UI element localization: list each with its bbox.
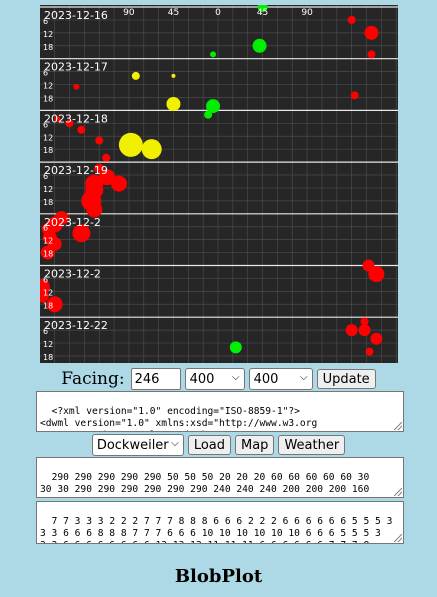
hour-tick-label: 6 [43, 172, 48, 181]
height-select-value: 400 [253, 371, 279, 387]
hour-tick-label: 18 [43, 94, 53, 103]
wave-direction-text: 290 290 290 290 290 50 50 50 20 20 20 60… [40, 472, 370, 497]
resize-handle-icon[interactable] [394, 534, 402, 542]
xml-text: <?xml version="1.0" encoding="ISO-8859-1… [40, 406, 318, 431]
hour-tick-label: 12 [43, 288, 53, 297]
data-point [86, 201, 103, 218]
data-point [131, 71, 140, 80]
data-point [358, 324, 371, 337]
wave-period-text: 7 7 3 3 3 2 2 2 7 7 7 8 8 8 6 6 6 2 2 2 … [40, 516, 393, 543]
data-point [65, 119, 74, 128]
location-select-value: Dockweiler [96, 437, 169, 453]
wave-period-textarea[interactable]: 7 7 3 3 3 2 2 2 7 7 7 8 8 8 6 6 6 2 2 2 … [36, 501, 404, 544]
data-point [229, 341, 242, 354]
data-point [99, 169, 116, 186]
data-point [72, 224, 91, 243]
data-point [171, 73, 176, 78]
width-select-value: 400 [189, 371, 215, 387]
data-point [210, 51, 217, 58]
data-point [166, 96, 181, 111]
day-label: 2023-12-16 [44, 9, 108, 22]
facing-controls: Facing: 400 ⌵ 400 ⌵ Update [0, 367, 437, 391]
hour-tick-label: 6 [43, 224, 48, 233]
resize-handle-icon[interactable] [394, 488, 402, 496]
hour-tick-label: 12 [43, 237, 53, 246]
facing-label: Facing: [61, 369, 125, 389]
data-point [118, 132, 143, 157]
chevron-down-icon: ⌵ [300, 372, 308, 383]
day-label: 2023-12-2 [44, 216, 101, 229]
day-label: 2023-12-19 [44, 164, 108, 177]
resize-handle-icon[interactable] [394, 422, 402, 430]
wave-direction-textarea[interactable]: 290 290 290 290 290 50 50 50 20 20 20 60… [36, 457, 404, 498]
hour-tick-label: 6 [43, 275, 48, 284]
data-point [204, 110, 213, 119]
data-point [102, 153, 111, 162]
data-point [252, 38, 267, 53]
data-point [95, 136, 104, 145]
data-point [94, 163, 105, 174]
x-tick-label: 45 [168, 8, 179, 18]
location-controls: Dockweiler ⌵ Load Map Weather [0, 434, 437, 456]
facing-input[interactable] [130, 368, 181, 390]
data-point [368, 266, 385, 283]
blob-plot: 2023-12-16 6 12 18 2023-12-17 6 12 18 2023-12-18… [40, 5, 398, 363]
height-select[interactable]: 400 ⌵ [248, 368, 313, 390]
hour-tick-label: 18 [43, 146, 53, 155]
hour-tick-label: 12 [43, 133, 53, 142]
hour-tick-label: 12 [43, 185, 53, 194]
hour-tick-label: 6 [43, 69, 48, 78]
hour-tick-label: 12 [43, 30, 53, 39]
hour-tick-label: 18 [43, 301, 53, 310]
data-point [370, 332, 383, 345]
data-point [365, 347, 374, 356]
width-select[interactable]: 400 ⌵ [184, 368, 245, 390]
data-point [40, 288, 49, 303]
hour-tick-label: 18 [43, 250, 53, 259]
map-button[interactable]: Map [235, 435, 275, 455]
hour-tick-label: 12 [43, 340, 53, 349]
day-label: 2023-12-18 [44, 112, 108, 125]
x-tick-label: 45 [257, 8, 268, 18]
data-point [367, 50, 376, 59]
data-point [54, 116, 61, 123]
weather-button[interactable]: Weather [278, 435, 346, 455]
hour-tick-label: 6 [43, 17, 48, 26]
chevron-down-icon: ⌵ [171, 438, 179, 449]
day-label: 2023-12-22 [44, 319, 108, 332]
hour-tick-label: 18 [43, 353, 53, 362]
chevron-down-icon: ⌵ [232, 372, 240, 383]
data-point [40, 245, 55, 260]
hour-tick-label: 12 [43, 82, 53, 91]
x-tick-label: 90 [123, 8, 135, 18]
x-tick-label: 0 [215, 8, 221, 18]
app-title: BlobPlot [174, 566, 263, 587]
hour-tick-label: 6 [43, 327, 48, 336]
load-button[interactable]: Load [187, 435, 231, 455]
hour-tick-label: 18 [43, 43, 53, 52]
update-button[interactable]: Update [316, 369, 376, 389]
data-point [350, 91, 359, 100]
data-point [347, 15, 356, 24]
hour-tick-label: 18 [43, 198, 53, 207]
hour-tick-label: 6 [43, 120, 48, 129]
blob-plot-svg: 2023-12-16612182023-12-17612182023-12-18… [40, 5, 398, 363]
data-point [141, 139, 162, 160]
day-label: 2023-12-2 [44, 268, 101, 281]
data-point [46, 296, 63, 313]
data-point [77, 125, 86, 134]
x-tick-label: 90 [301, 8, 313, 18]
data-point [345, 324, 358, 337]
data-point [360, 317, 369, 326]
data-point [206, 99, 221, 114]
day-label: 2023-12-17 [44, 61, 108, 74]
xml-textarea[interactable]: <?xml version="1.0" encoding="ISO-8859-1… [36, 391, 404, 432]
location-select[interactable]: Dockweiler ⌵ [91, 434, 184, 456]
data-point [111, 175, 127, 192]
data-point [257, 5, 268, 12]
data-point [364, 25, 379, 40]
data-point [73, 83, 80, 90]
